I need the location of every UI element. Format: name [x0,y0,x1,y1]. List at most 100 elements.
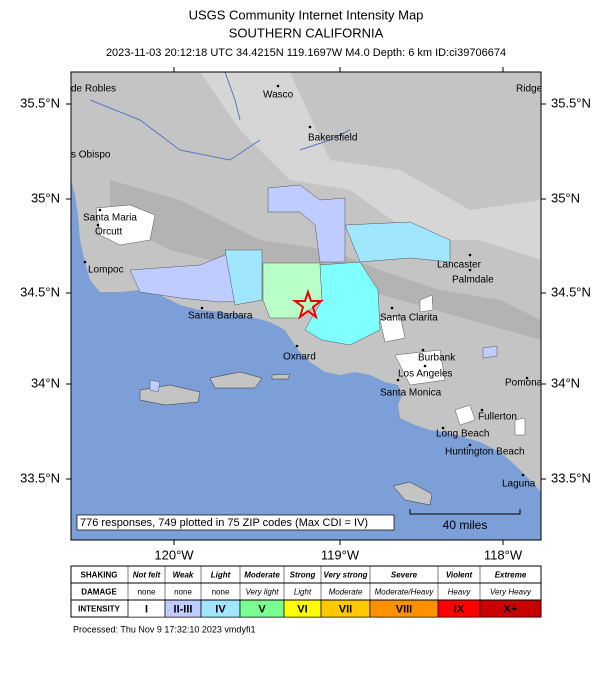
place-dot [468,268,472,272]
lat-label: 35°N [551,190,580,205]
legend-cell: none [212,588,230,597]
place-label: Burbank [418,353,456,364]
place-dot [423,364,427,368]
legend: SHAKING Not felt Weak Light Moderate Strong Ve… [70,565,542,618]
lat-label: 34°N [551,375,580,390]
place-label: Long Beach [436,429,489,440]
place-label: Wasco [263,90,294,101]
place-label: Santa Barbara [188,311,253,322]
place-dot [96,223,100,227]
place-dot [468,443,472,447]
place-label: Los Angeles [398,369,453,380]
legend-cell: I [145,603,148,615]
legend-cell: Moderate [329,588,363,597]
subtitle: SOUTHERN CALIFORNIA [229,25,384,40]
river [89,72,351,161]
place-label: de Robles [71,84,116,95]
event-info: 2023-11-03 20:12:18 UTC 34.4215N 119.169… [106,47,506,59]
place-dot [396,378,400,382]
legend-cell: Light [294,588,312,597]
map-area [71,72,541,540]
zone-ii-iii [149,345,498,393]
place-dot [98,208,102,212]
legend-cell: Very Heavy [490,588,532,597]
summary-box [76,514,395,531]
title: USGS Community Internet Intensity Map [189,7,424,22]
legend-cell: Not felt [133,571,161,580]
lat-label: 34.5°N [551,284,591,299]
lat-label: 35°N [31,190,60,205]
place-dot [390,306,394,310]
legend-cell: Weak [173,571,194,580]
legend-cell: VI [297,603,307,615]
lat-label: 33.5°N [20,470,60,485]
place-label: Santa Clarita [380,313,438,324]
map-frame [70,71,542,541]
legend-cell: none [174,588,192,597]
place-label: Orcutt [95,227,122,238]
legend-cell: Very light [245,588,279,597]
place-label: Huntington Beach [445,447,525,458]
island [139,371,433,506]
legend-cell: VIII [396,603,413,615]
place-dot [83,260,87,264]
lat-label: 35.5°N [20,95,60,110]
place-label: Fullerton [478,412,517,423]
lat-label: 33.5°N [551,470,591,485]
place-label: Lompoc [88,265,124,276]
legend-cell: Moderate/Heavy [375,588,435,597]
summary: 776 responses, 749 plotted in 75 ZIP cod… [80,517,368,529]
place-dot [525,376,529,380]
legend-cell: II-III [174,603,193,615]
zone-iv [304,261,381,346]
scale-bar [409,509,521,515]
legend-cell: none [138,588,156,597]
place-dot [200,306,204,310]
legend-row-label: INTENSITY [78,605,120,614]
place-dot [421,348,425,352]
scale-label: 40 miles [443,518,488,532]
place-label: Ridge [516,84,543,95]
legend-cell: V [258,603,266,615]
legend-cell: Extreme [495,571,527,580]
legend-cell: IV [215,603,226,615]
place-dot [441,426,445,430]
zone-ii-iii [267,184,346,263]
lon-label: 119°W [321,547,360,562]
legend-cell: X+ [504,603,518,615]
legend-cell: Moderate [244,571,280,580]
place-label: Lancaster [437,260,482,271]
lat-label: 34.5°N [20,284,60,299]
zone-i [95,204,526,436]
zone-iv [344,221,451,263]
legend-cell: Severe [391,571,418,580]
legend-cell: Light [211,571,231,580]
legend-cell: Strong [290,571,316,580]
legend-cell: VII [339,603,352,615]
valley-shade [200,72,541,260]
place-label: Bakersfield [308,133,357,144]
place-dot [480,408,484,412]
zone-iv [224,249,263,306]
legend-row-label: DAMAGE [81,588,117,597]
place-label: Santa Maria [83,213,137,224]
place-dot [295,344,299,348]
place-label: Palmdale [452,275,494,286]
place-label: Oxnard [283,352,316,363]
place-dot [308,125,312,129]
legend-row-label: SHAKING [81,571,118,580]
place-label: Santa Monica [380,388,442,399]
place-dot [468,253,472,257]
place-dot [276,84,280,88]
legend-cell: IX [454,603,465,615]
place-label: Laguna [502,479,536,490]
lon-label: 118°W [484,547,523,562]
place-dot [521,473,525,477]
lon-label: 120°W [154,547,194,562]
legend-cell: Violent [446,571,473,580]
lat-label: 34°N [31,375,60,390]
place-label: s Obispo [71,150,111,161]
legend-cell: Heavy [448,588,472,597]
